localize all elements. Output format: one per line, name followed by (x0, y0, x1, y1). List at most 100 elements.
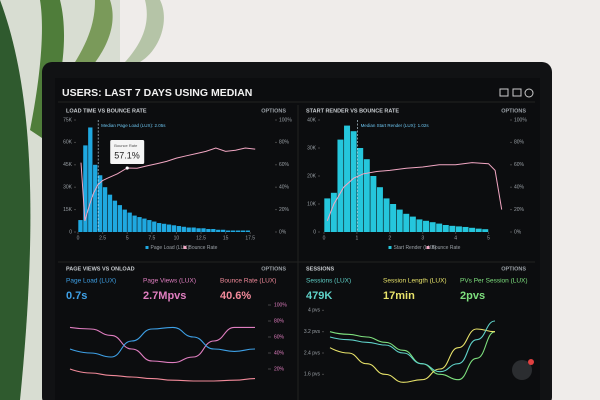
bar (171, 225, 177, 232)
y2-tick-label: 60% (514, 162, 525, 168)
y-tick-label: 75K (63, 117, 73, 123)
panel-title: SESSIONS (306, 266, 334, 272)
leaf (70, 0, 113, 80)
bar (117, 205, 122, 232)
bar (350, 131, 357, 232)
bar (436, 223, 443, 232)
icon (499, 88, 509, 97)
y2-tick-label: 80% (514, 140, 525, 146)
panel-title: PAGE VIEWS VS ONLOAD (66, 266, 135, 272)
x-tick-label: 3 (421, 235, 424, 241)
legend-label: Page Load (LUX) (151, 245, 190, 251)
y-tick-label: 30K (63, 185, 73, 191)
bar (196, 228, 201, 232)
y-tick-label: 80% (274, 318, 285, 324)
y-tick-label: 40% (274, 350, 285, 356)
series-line (329, 320, 496, 373)
bar (235, 230, 241, 232)
bar (449, 225, 456, 232)
x-tick-label: 5 (126, 235, 129, 241)
bar (475, 228, 482, 232)
bar (181, 226, 186, 232)
y2-tick-label: 100% (279, 117, 292, 123)
metric-label: Page Views (LUX) (143, 278, 196, 285)
bar (225, 230, 231, 232)
y2-tick-label: 20% (514, 207, 525, 213)
badge (528, 359, 534, 365)
chat-button[interactable] (512, 360, 532, 380)
bar (93, 164, 98, 232)
legend-swatch (426, 246, 430, 249)
bar (462, 226, 469, 232)
y-tick-label: 15K (63, 207, 73, 213)
bar (78, 220, 83, 232)
bar (186, 227, 191, 232)
metric-value: 2pvs (460, 290, 485, 302)
panel-title: LOAD TIME VS BOUNCE RATE (66, 108, 147, 114)
options-button[interactable]: OPTIONS (261, 108, 286, 114)
series-line (69, 326, 255, 364)
bar (201, 228, 206, 232)
y-tick-label: 20% (274, 366, 285, 372)
icon (524, 88, 534, 98)
metric-value: 2.7Mpvs (143, 290, 186, 302)
bar (166, 224, 172, 232)
panel-title: START RENDER VS BOUNCE RATE (306, 108, 399, 114)
options-button[interactable]: OPTIONS (261, 266, 286, 272)
bar (455, 226, 462, 232)
bar (330, 192, 337, 232)
bar (122, 209, 127, 232)
y-tick-label: 45K (63, 162, 73, 168)
x-tick-label: 10 (174, 235, 180, 241)
bar (191, 227, 196, 232)
options-button[interactable]: OPTIONS (501, 266, 526, 272)
bar (132, 215, 137, 232)
series-line (329, 328, 496, 383)
bar (337, 139, 344, 232)
y2-tick-label: 40% (514, 185, 525, 191)
y2-tick-label: 40% (279, 185, 290, 191)
x-tick-label: 2.5 (99, 235, 106, 241)
tooltip-label: Bounce Rate (114, 143, 138, 148)
bar (107, 194, 113, 232)
bar (403, 213, 410, 232)
bar (482, 229, 489, 232)
bar (429, 222, 436, 232)
tooltip-point (125, 166, 129, 170)
y-tick-label: 20K (307, 173, 317, 179)
legend-swatch (145, 246, 149, 249)
legend-label: Bounce Rate (189, 245, 218, 251)
bar (161, 223, 167, 232)
metric-value: 40.6% (220, 290, 251, 302)
bar (176, 226, 182, 232)
dashboard-title: USERS: LAST 7 DAYS USING MEDIAN (62, 87, 252, 99)
bar (112, 200, 118, 232)
y2-tick-label: 0% (279, 229, 287, 235)
bar (423, 220, 430, 232)
bar (147, 220, 152, 232)
bar (83, 145, 88, 232)
y-tick-label: 60% (274, 334, 285, 340)
icon (512, 88, 522, 97)
y-tick-label: 40K (307, 117, 317, 123)
options-button[interactable]: OPTIONS (501, 108, 526, 114)
x-tick-label: 7.5 (148, 235, 155, 241)
y2-tick-label: 80% (279, 140, 290, 146)
bar (88, 127, 93, 232)
bar (97, 175, 103, 232)
metric-label: Session Length (LUX) (383, 278, 447, 285)
x-tick-label: 4 (454, 235, 457, 241)
bar (211, 229, 216, 232)
legend-swatch (183, 246, 187, 249)
metric-value: 0.7s (66, 290, 87, 302)
legend-swatch (388, 246, 392, 249)
leaf (0, 0, 31, 400)
series-line (69, 326, 256, 358)
bar (221, 229, 226, 232)
y-tick-label: 2.4 pvs (304, 350, 321, 356)
bar (240, 230, 246, 232)
x-tick-label: 15 (223, 235, 229, 241)
bar (102, 187, 108, 232)
bar (127, 212, 132, 232)
